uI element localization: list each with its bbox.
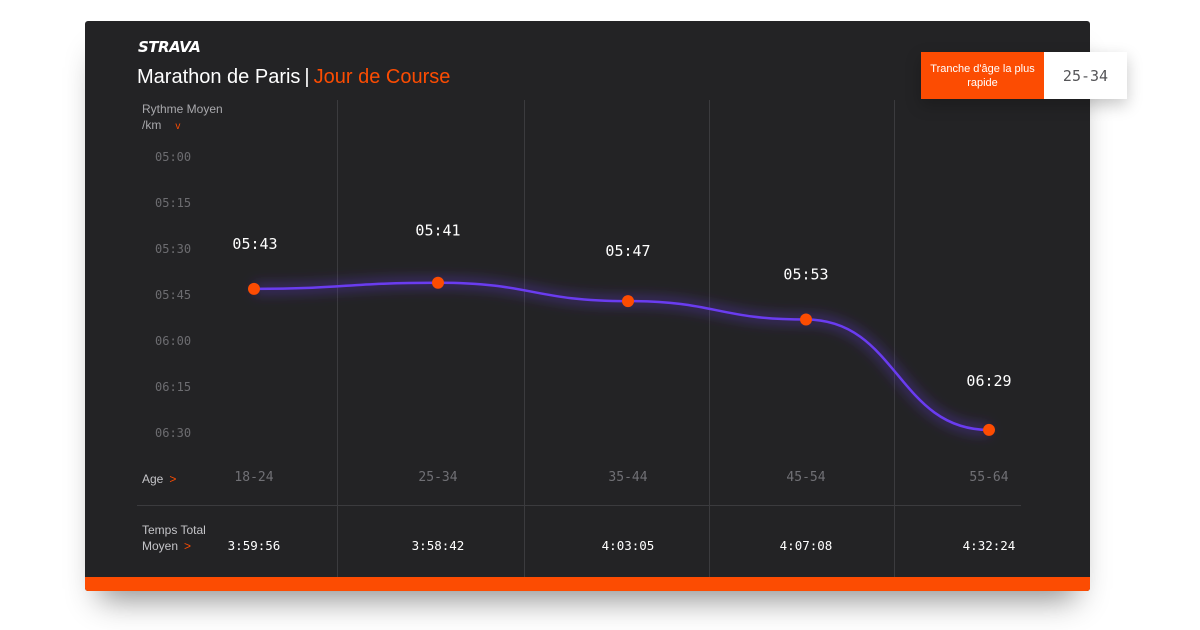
total-time-value: 4:03:05 (601, 538, 655, 553)
chevron-right-icon: > (169, 472, 177, 486)
y-axis-label: Rythme Moyen /km v (142, 101, 223, 135)
age-row-label[interactable]: Age > (142, 472, 177, 486)
y-tick-label: 05:45 (155, 288, 192, 302)
data-point[interactable] (983, 423, 995, 436)
y-tick-label: 06:00 (155, 334, 192, 348)
y-tick-label: 05:15 (155, 196, 192, 210)
total-time-row-label[interactable]: Temps Total Moyen > (142, 523, 206, 553)
series-line-glow (253, 277, 990, 435)
badge-label: Tranche d'âge la plus rapide (921, 52, 1044, 99)
row-divider (137, 505, 1021, 506)
y-tick-label: 06:30 (155, 426, 192, 440)
column-divider (709, 100, 710, 577)
y-tick-label: 05:30 (155, 242, 192, 256)
data-point[interactable] (800, 313, 812, 326)
column-divider (524, 100, 525, 577)
x-tick-label: 25-34 (418, 470, 458, 485)
x-tick-label: 45-54 (786, 470, 826, 485)
data-label: 06:29 (966, 372, 1011, 390)
data-label: 05:43 (232, 235, 277, 253)
chart-card: STRAVA Marathon de Paris | Jour de Course … (85, 21, 1090, 591)
chevron-down-icon[interactable]: v (175, 121, 181, 132)
x-tick-label: 55-64 (969, 470, 1009, 485)
total-time-value: 3:58:42 (411, 538, 465, 553)
y-axis-label-line1: Rythme Moyen (142, 102, 223, 116)
title-separator: | (304, 66, 310, 88)
fastest-age-badge: Tranche d'âge la plus rapide 25-34 (921, 52, 1127, 99)
x-tick-label: 35-44 (608, 470, 648, 485)
y-tick-label: 05:00 (155, 150, 192, 164)
strava-logo: STRAVA (138, 38, 201, 56)
total-time-value: 4:32:24 (962, 538, 1016, 553)
data-point[interactable] (622, 295, 634, 308)
total-time-value: 3:59:56 (227, 538, 281, 553)
column-divider (894, 100, 895, 577)
column-divider (337, 100, 338, 577)
data-point[interactable] (248, 282, 260, 295)
data-label: 05:53 (783, 266, 828, 284)
chevron-right-icon: > (184, 539, 192, 553)
badge-value: 25-34 (1044, 52, 1127, 99)
total-time-value: 4:07:08 (779, 538, 833, 553)
y-axis-unit: /km (142, 118, 162, 132)
data-label: 05:41 (415, 222, 460, 240)
page-title: Marathon de Paris | Jour de Course (137, 66, 450, 89)
y-tick-label: 06:15 (155, 380, 192, 394)
series-line (253, 281, 990, 432)
data-label: 05:47 (605, 242, 650, 260)
title-main: Marathon de Paris (137, 66, 301, 88)
accent-bar (85, 577, 1090, 591)
chart-plot-area: 05:43 05:41 05:47 05:53 06:29 (232, 222, 1012, 436)
x-tick-label: 18-24 (234, 470, 274, 485)
data-point[interactable] (432, 276, 444, 289)
title-accent: Jour de Course (313, 66, 451, 88)
